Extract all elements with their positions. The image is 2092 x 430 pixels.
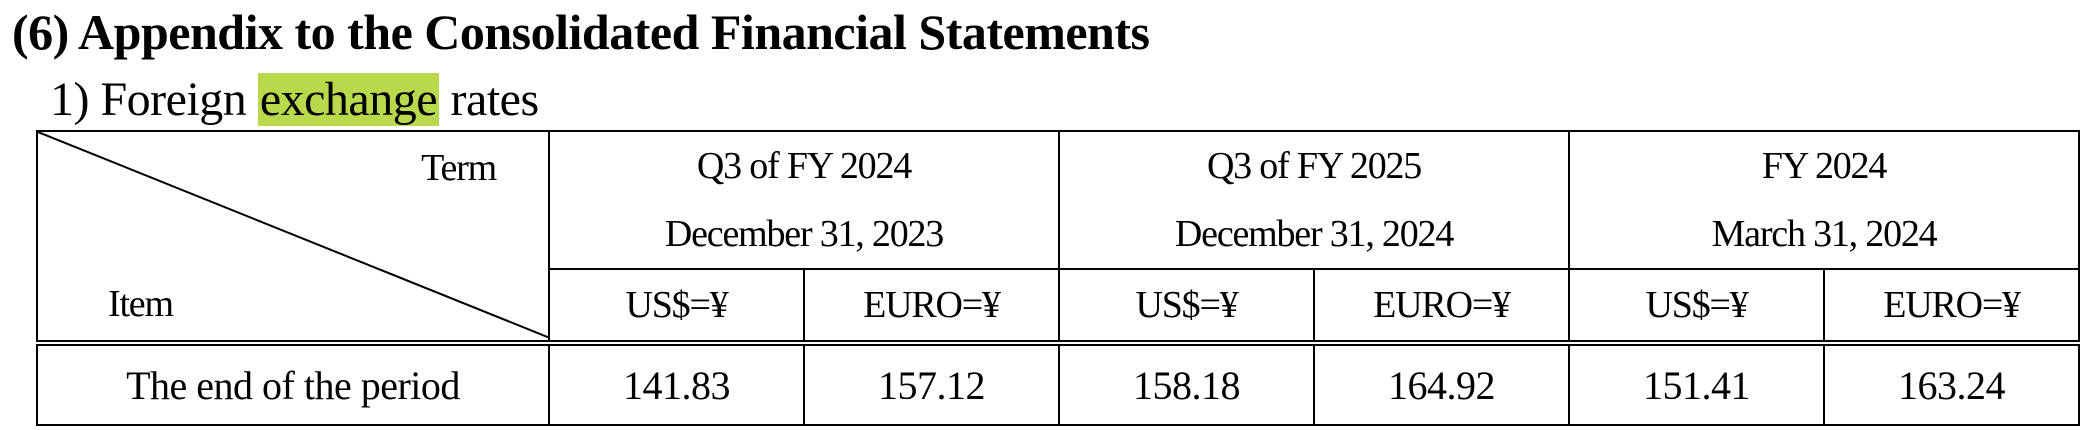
corner-cell: Term Item [36,130,550,344]
currency-header-row: US$=¥ EURO=¥ US$=¥ EURO=¥ US$=¥ EURO=¥ [37,268,2081,344]
corner-item-label: Item [108,283,174,325]
term-name: Q3 of FY 2025 [1206,145,1422,187]
exchange-rate-table-wrapper: Term Item Q3 of FY 2024 December 31, 202… [36,130,2081,426]
rate-value: 141.83 [548,340,805,426]
exchange-rate-table: Term Item Q3 of FY 2024 December 31, 202… [36,130,2081,426]
highlighted-word: exchange [257,73,440,126]
currency-header: US$=¥ [1058,268,1316,344]
rate-value: 164.92 [1313,340,1571,426]
currency-header: EURO=¥ [1823,268,2081,344]
rate-value: 157.12 [802,340,1061,426]
currency-header: EURO=¥ [802,268,1061,344]
currency-header: US$=¥ [548,268,805,344]
sub-title-prefix: 1) Foreign [50,73,258,126]
sub-title-suffix: rates [439,73,540,126]
table-header-row: Term Item Q3 of FY 2024 December 31, 202… [36,130,2081,344]
section-title: (6) Appendix to the Consolidated Financi… [12,4,1150,60]
term-name: Q3 of FY 2024 [696,145,912,187]
term-date: December 31, 2023 [664,213,944,255]
term-header-2: Q3 of FY 2025 December 31, 2024 [1058,130,1571,270]
term-name: FY 2024 [1761,145,1887,187]
term-date: March 31, 2024 [1711,213,1938,255]
corner-term-label: Term [421,147,497,189]
table-row: The end of the period 141.83 157.12 158.… [36,340,2081,426]
rate-value: 151.41 [1568,340,1826,426]
term-header-3: FY 2024 March 31, 2024 [1568,130,2081,270]
rate-value: 158.18 [1058,340,1316,426]
currency-header: EURO=¥ [1313,268,1571,344]
currency-header: US$=¥ [1568,268,1826,344]
term-header-1: Q3 of FY 2024 December 31, 2023 [547,130,1061,270]
rate-value: 163.24 [1823,340,2081,426]
term-date: December 31, 2024 [1174,213,1454,255]
sub-title: 1) Foreign exchange rates [50,70,539,130]
diagonal-divider [39,133,547,338]
row-label: The end of the period [36,340,550,426]
